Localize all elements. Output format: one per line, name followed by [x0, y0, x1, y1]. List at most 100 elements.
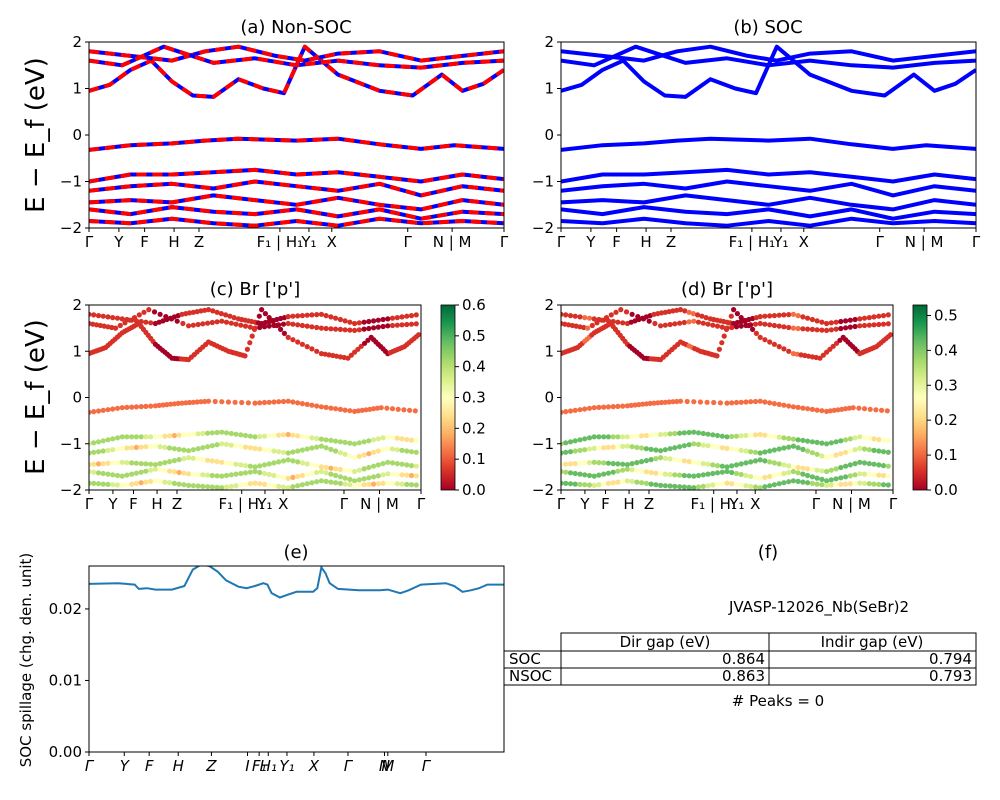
projection-point	[105, 314, 111, 320]
projection-point	[705, 431, 711, 437]
projection-point	[838, 481, 844, 487]
projection-point	[639, 468, 645, 474]
projection-point	[152, 443, 158, 449]
projection-point	[223, 441, 230, 447]
projection-point	[266, 433, 272, 439]
projection-point	[743, 399, 749, 405]
projection-point	[200, 445, 206, 451]
projection-point	[190, 322, 196, 328]
projection-point	[561, 468, 564, 475]
projection-point	[721, 333, 727, 339]
projection-point	[786, 348, 792, 354]
projection-point	[843, 449, 849, 455]
projection-point	[361, 482, 367, 488]
projection-point	[729, 324, 735, 331]
projection-point	[771, 341, 778, 347]
projection-point	[148, 320, 154, 326]
projection-point	[168, 316, 175, 322]
projection-point	[163, 314, 169, 320]
projection-point	[131, 315, 138, 321]
x-tick-label: H	[623, 495, 634, 513]
projection-point	[582, 436, 588, 442]
projection-point	[171, 432, 177, 439]
projection-point	[138, 461, 144, 467]
projection-point	[413, 449, 419, 455]
projection-point	[342, 467, 348, 473]
projection-point	[200, 321, 206, 327]
projection-point	[176, 457, 182, 463]
projection-point	[876, 481, 882, 487]
projection-point	[385, 323, 391, 329]
projection-point	[738, 461, 744, 467]
projection-point	[591, 459, 597, 465]
projection-point	[314, 403, 320, 409]
projection-point	[247, 340, 253, 346]
projection-point	[876, 448, 882, 454]
projection-point	[572, 438, 578, 444]
projection-point	[138, 444, 144, 450]
projection-point	[228, 461, 234, 467]
projection-point	[362, 340, 368, 346]
projection-point	[361, 466, 367, 472]
projection-point	[119, 473, 125, 479]
projection-point	[271, 399, 277, 405]
projection-point	[752, 432, 759, 438]
projection-point	[610, 444, 616, 450]
projection-point	[181, 482, 187, 488]
projection-point	[228, 430, 234, 437]
projection-point	[852, 472, 858, 478]
projection-point	[352, 327, 358, 333]
projection-point	[238, 462, 244, 468]
projection-point	[394, 471, 400, 478]
projection-point	[399, 481, 405, 487]
projection-point	[809, 406, 816, 412]
projection-point	[256, 313, 262, 319]
projection-point	[366, 318, 372, 325]
projection-point	[752, 398, 759, 405]
projection-point	[653, 432, 659, 438]
projection-point	[677, 472, 683, 478]
projection-point	[753, 330, 760, 336]
projection-point	[857, 323, 863, 329]
projection-point	[375, 324, 381, 330]
band-line-overlay	[89, 44, 504, 63]
projection-point	[599, 317, 605, 323]
projection-point	[790, 325, 797, 331]
projection-point	[714, 470, 721, 476]
projection-point	[151, 309, 158, 315]
projection-point	[239, 399, 245, 406]
projection-point	[610, 318, 616, 325]
projection-point	[299, 341, 305, 347]
projection-point	[620, 320, 626, 326]
projection-point	[380, 480, 386, 486]
projection-point	[635, 314, 641, 320]
projection-point	[781, 312, 787, 318]
projection-point	[880, 449, 887, 455]
projection-point	[866, 461, 872, 467]
projection-point	[880, 437, 887, 443]
x-tick-label: X	[278, 495, 288, 513]
projection-point	[582, 406, 588, 412]
projection-point	[100, 438, 106, 444]
projection-point	[285, 457, 291, 463]
projection-point	[181, 470, 187, 476]
projection-point	[342, 451, 348, 457]
projection-point	[304, 344, 310, 350]
projection-point	[605, 460, 612, 466]
projection-point	[257, 481, 263, 487]
band-line	[561, 167, 976, 184]
projection-point	[238, 482, 244, 488]
x-tick-label: Γ	[557, 495, 566, 513]
projection-point	[695, 460, 702, 466]
projection-point	[242, 432, 249, 439]
projection-point	[582, 460, 588, 466]
projection-point	[352, 441, 358, 447]
projection-point	[228, 472, 234, 478]
projection-point	[591, 405, 597, 411]
projection-point	[95, 408, 102, 414]
projection-point	[776, 481, 782, 487]
projection-point	[190, 483, 196, 489]
projection-point	[857, 316, 863, 322]
projection-point	[819, 453, 825, 459]
